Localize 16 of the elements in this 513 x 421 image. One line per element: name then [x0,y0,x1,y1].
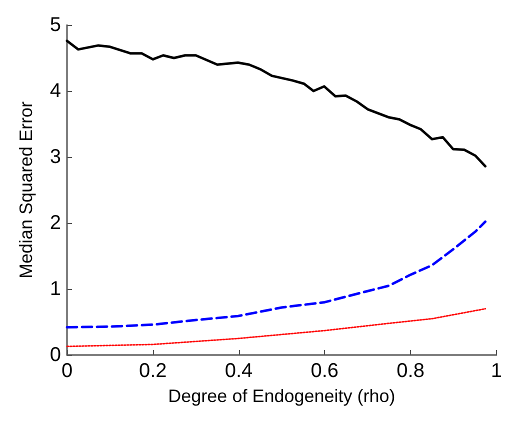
x-tick-label: 0.6 [310,360,339,382]
y-tick-label: 0 [50,344,61,366]
y-tick-label: 3 [50,146,61,168]
line-series [66,308,486,348]
x-axis-title: Degree of Endogeneity (rho) [168,386,396,406]
x-tick-label: 0.2 [138,360,167,382]
y-axis-title: Median Squared Error [16,101,36,279]
y-tick-label: 5 [50,14,61,36]
line-series [66,40,487,168]
y-tick-label: 1 [50,278,61,300]
x-tick-label: 0.8 [396,360,424,382]
line-series [66,220,487,329]
y-tick-label: 4 [50,80,61,102]
x-tick-label: 0.4 [224,360,253,382]
y-tick-label: 2 [50,212,61,234]
x-tick-label: 1 [490,360,502,382]
